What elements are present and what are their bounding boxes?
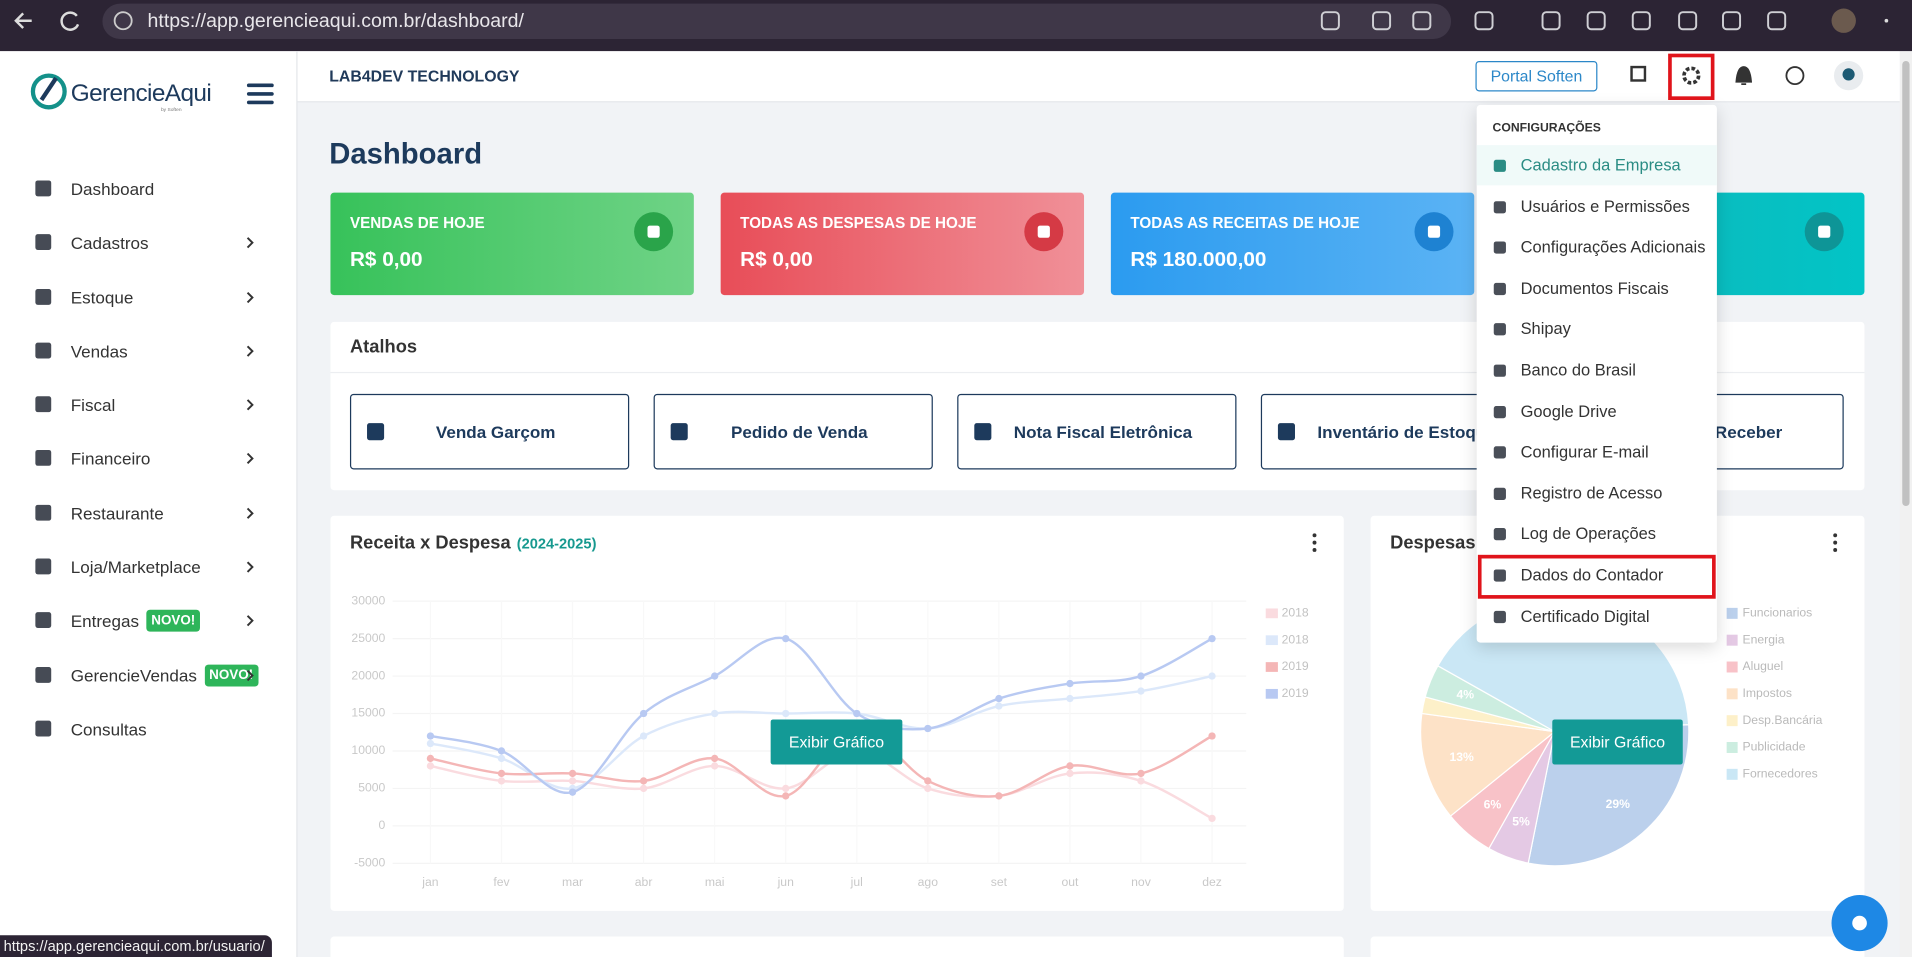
- dropdown-item-icon: [1493, 200, 1506, 213]
- menu-item[interactable]: Fiscal: [71, 393, 116, 417]
- dropdown-item-icon: [1493, 610, 1506, 623]
- menu-label[interactable]: Loja/Marketplace: [70, 557, 201, 577]
- status-url: https://app.gerencieaqui.com.br/usuario/: [0, 935, 273, 957]
- menu-item[interactable]: GerencieVendas NOVO!: [70, 663, 259, 687]
- menu-label[interactable]: Consultas: [70, 719, 147, 739]
- menu-label[interactable]: Dashboard: [70, 179, 155, 199]
- menu-item[interactable]: Consultas: [71, 717, 147, 741]
- dropdown-item[interactable]: Cadastro da Empresa: [1476, 145, 1717, 186]
- shortcut-button[interactable]: Nota Fiscal Eletrônica: [957, 393, 1237, 470]
- dropdown-item-icon: [1493, 446, 1506, 459]
- settings-dropdown: CONFIGURAÇÕES Cadastro da Empresa Usuários…: [1476, 104, 1717, 643]
- stat-card-label: TODAS AS RECEITAS DE HOJE: [1130, 214, 1360, 232]
- menu-item[interactable]: Financeiro: [71, 446, 151, 470]
- dropdown-item[interactable]: Documentos Fiscais: [1477, 268, 1717, 308]
- chat-icon: [1852, 915, 1867, 931]
- logo-text: GerencieAqui: [70, 80, 212, 108]
- dropdown-item-icon: [1493, 569, 1506, 582]
- dropdown-item[interactable]: Banco do Brasil: [1477, 350, 1717, 390]
- dropdown-item-label[interactable]: Registro de Acesso: [1520, 483, 1663, 503]
- dropdown-item-icon: [1493, 282, 1506, 295]
- menu-label[interactable]: Financeiro: [70, 448, 151, 469]
- dropdown-item-label[interactable]: Log de Operações: [1520, 524, 1657, 544]
- dropdown-item-icon: [1493, 241, 1506, 254]
- stat-card-label: VENDAS DE HOJE: [349, 214, 485, 232]
- menu-label[interactable]: Estoque: [70, 287, 134, 308]
- menu-item[interactable]: Vendas: [71, 339, 128, 363]
- menu-label[interactable]: Entregas: [70, 610, 140, 631]
- dropdown-item-label[interactable]: Banco do Brasil: [1520, 360, 1636, 380]
- menu-label[interactable]: Cadastros: [70, 232, 149, 253]
- logo-tag: by Soften: [160, 106, 182, 113]
- dropdown-item-label[interactable]: Configurar E-mail: [1520, 442, 1649, 462]
- stat-card-value: R$ 0,00: [349, 247, 423, 271]
- chart-panel: [1370, 936, 1865, 957]
- chart-panel: [330, 515, 1344, 911]
- menu-label[interactable]: Vendas: [70, 341, 128, 361]
- dropdown-item-label[interactable]: Shipay: [1520, 319, 1571, 339]
- dropdown-item-icon: [1493, 159, 1506, 172]
- stat-card-value: R$ 180.000,00: [1130, 247, 1267, 271]
- dropdown-item-label[interactable]: Usuários e Permissões: [1520, 197, 1690, 216]
- show-chart-button[interactable]: Exibir Gráfico: [770, 719, 903, 765]
- sidebar: [0, 51, 298, 957]
- dropdown-item-label[interactable]: Documentos Fiscais: [1520, 278, 1669, 298]
- shortcuts-divider: [330, 371, 1865, 374]
- dropdown-item[interactable]: Configurar E-mail: [1477, 432, 1717, 472]
- chart-title: Receita x Despesa (2024-2025): [350, 533, 596, 555]
- dropdown-item[interactable]: Certificado Digital: [1477, 596, 1717, 636]
- shortcuts-title: Atalhos: [349, 336, 418, 358]
- stat-card-value: R$ 0,00: [740, 247, 813, 271]
- dropdown-item[interactable]: Usuários e Permissões: [1477, 186, 1717, 226]
- menu-label[interactable]: Restaurante: [70, 503, 164, 524]
- portal-button[interactable]: Portal Soften: [1475, 60, 1598, 92]
- dropdown-item[interactable]: Shipay: [1477, 309, 1717, 349]
- stat-card: [1110, 192, 1475, 296]
- shortcut-button[interactable]: Pedido de Venda: [653, 393, 933, 470]
- dropdown-item-label[interactable]: Cadastro da Empresa: [1520, 156, 1681, 175]
- chart-subtitle: (2024-2025): [516, 535, 597, 553]
- stat-card: [330, 192, 694, 296]
- dropdown-item-icon: [1493, 405, 1506, 418]
- show-chart-button[interactable]: Exibir Gráfico: [1552, 719, 1683, 765]
- company-name: LAB4DEV TECHNOLOGY: [329, 67, 520, 86]
- dropdown-item-icon: [1493, 528, 1506, 541]
- dropdown-item[interactable]: Dados do Contador: [1477, 555, 1717, 595]
- shortcut-button[interactable]: Venda Garçom: [349, 393, 630, 470]
- address-field[interactable]: [102, 3, 1452, 40]
- menu-item[interactable]: Cadastros: [71, 230, 149, 254]
- menu-item[interactable]: Dashboard: [71, 177, 155, 201]
- menu-item[interactable]: Estoque: [71, 285, 134, 309]
- dropdown-item[interactable]: Registro de Acesso: [1477, 473, 1717, 513]
- chart-title-text: Despesas: [1390, 532, 1476, 554]
- chart-panel: [330, 936, 1344, 957]
- dropdown-item-label[interactable]: Dados do Contador: [1520, 565, 1664, 585]
- dropdown-item[interactable]: Google Drive: [1477, 391, 1717, 431]
- menu-item[interactable]: Entregas NOVO!: [70, 608, 201, 632]
- dropdown-item-icon: [1493, 487, 1506, 500]
- chart-title-text: Receita x Despesa: [349, 532, 511, 554]
- dropdown-item[interactable]: Log de Operações: [1477, 514, 1717, 554]
- dropdown-item[interactable]: Configurações Adicionais: [1477, 227, 1717, 267]
- dropdown-header: CONFIGURAÇÕES: [1492, 121, 1601, 136]
- menu-item[interactable]: Restaurante: [71, 501, 164, 525]
- page-title: Dashboard: [329, 137, 483, 171]
- dropdown-item-icon: [1493, 323, 1506, 336]
- stat-card: [720, 192, 1085, 296]
- scrollbar-thumb[interactable]: [1902, 60, 1910, 507]
- dropdown-item-label[interactable]: Certificado Digital: [1520, 606, 1650, 626]
- dropdown-item-label[interactable]: Configurações Adicionais: [1520, 238, 1706, 257]
- app-header: [297, 51, 1900, 103]
- url-text[interactable]: https://app.gerencieaqui.com.br/dashboar…: [147, 10, 524, 32]
- menu-label[interactable]: Fiscal: [70, 395, 116, 415]
- dropdown-item-icon: [1493, 364, 1506, 377]
- menu-badge: NOVO!: [204, 664, 259, 687]
- stat-card-label: TODAS AS DESPESAS DE HOJE: [740, 214, 977, 232]
- menu-item[interactable]: Loja/Marketplace: [71, 555, 201, 579]
- menu-label[interactable]: GerencieVendas: [70, 665, 197, 686]
- dropdown-item-label[interactable]: Google Drive: [1520, 401, 1617, 421]
- menu-badge: NOVO!: [146, 609, 201, 632]
